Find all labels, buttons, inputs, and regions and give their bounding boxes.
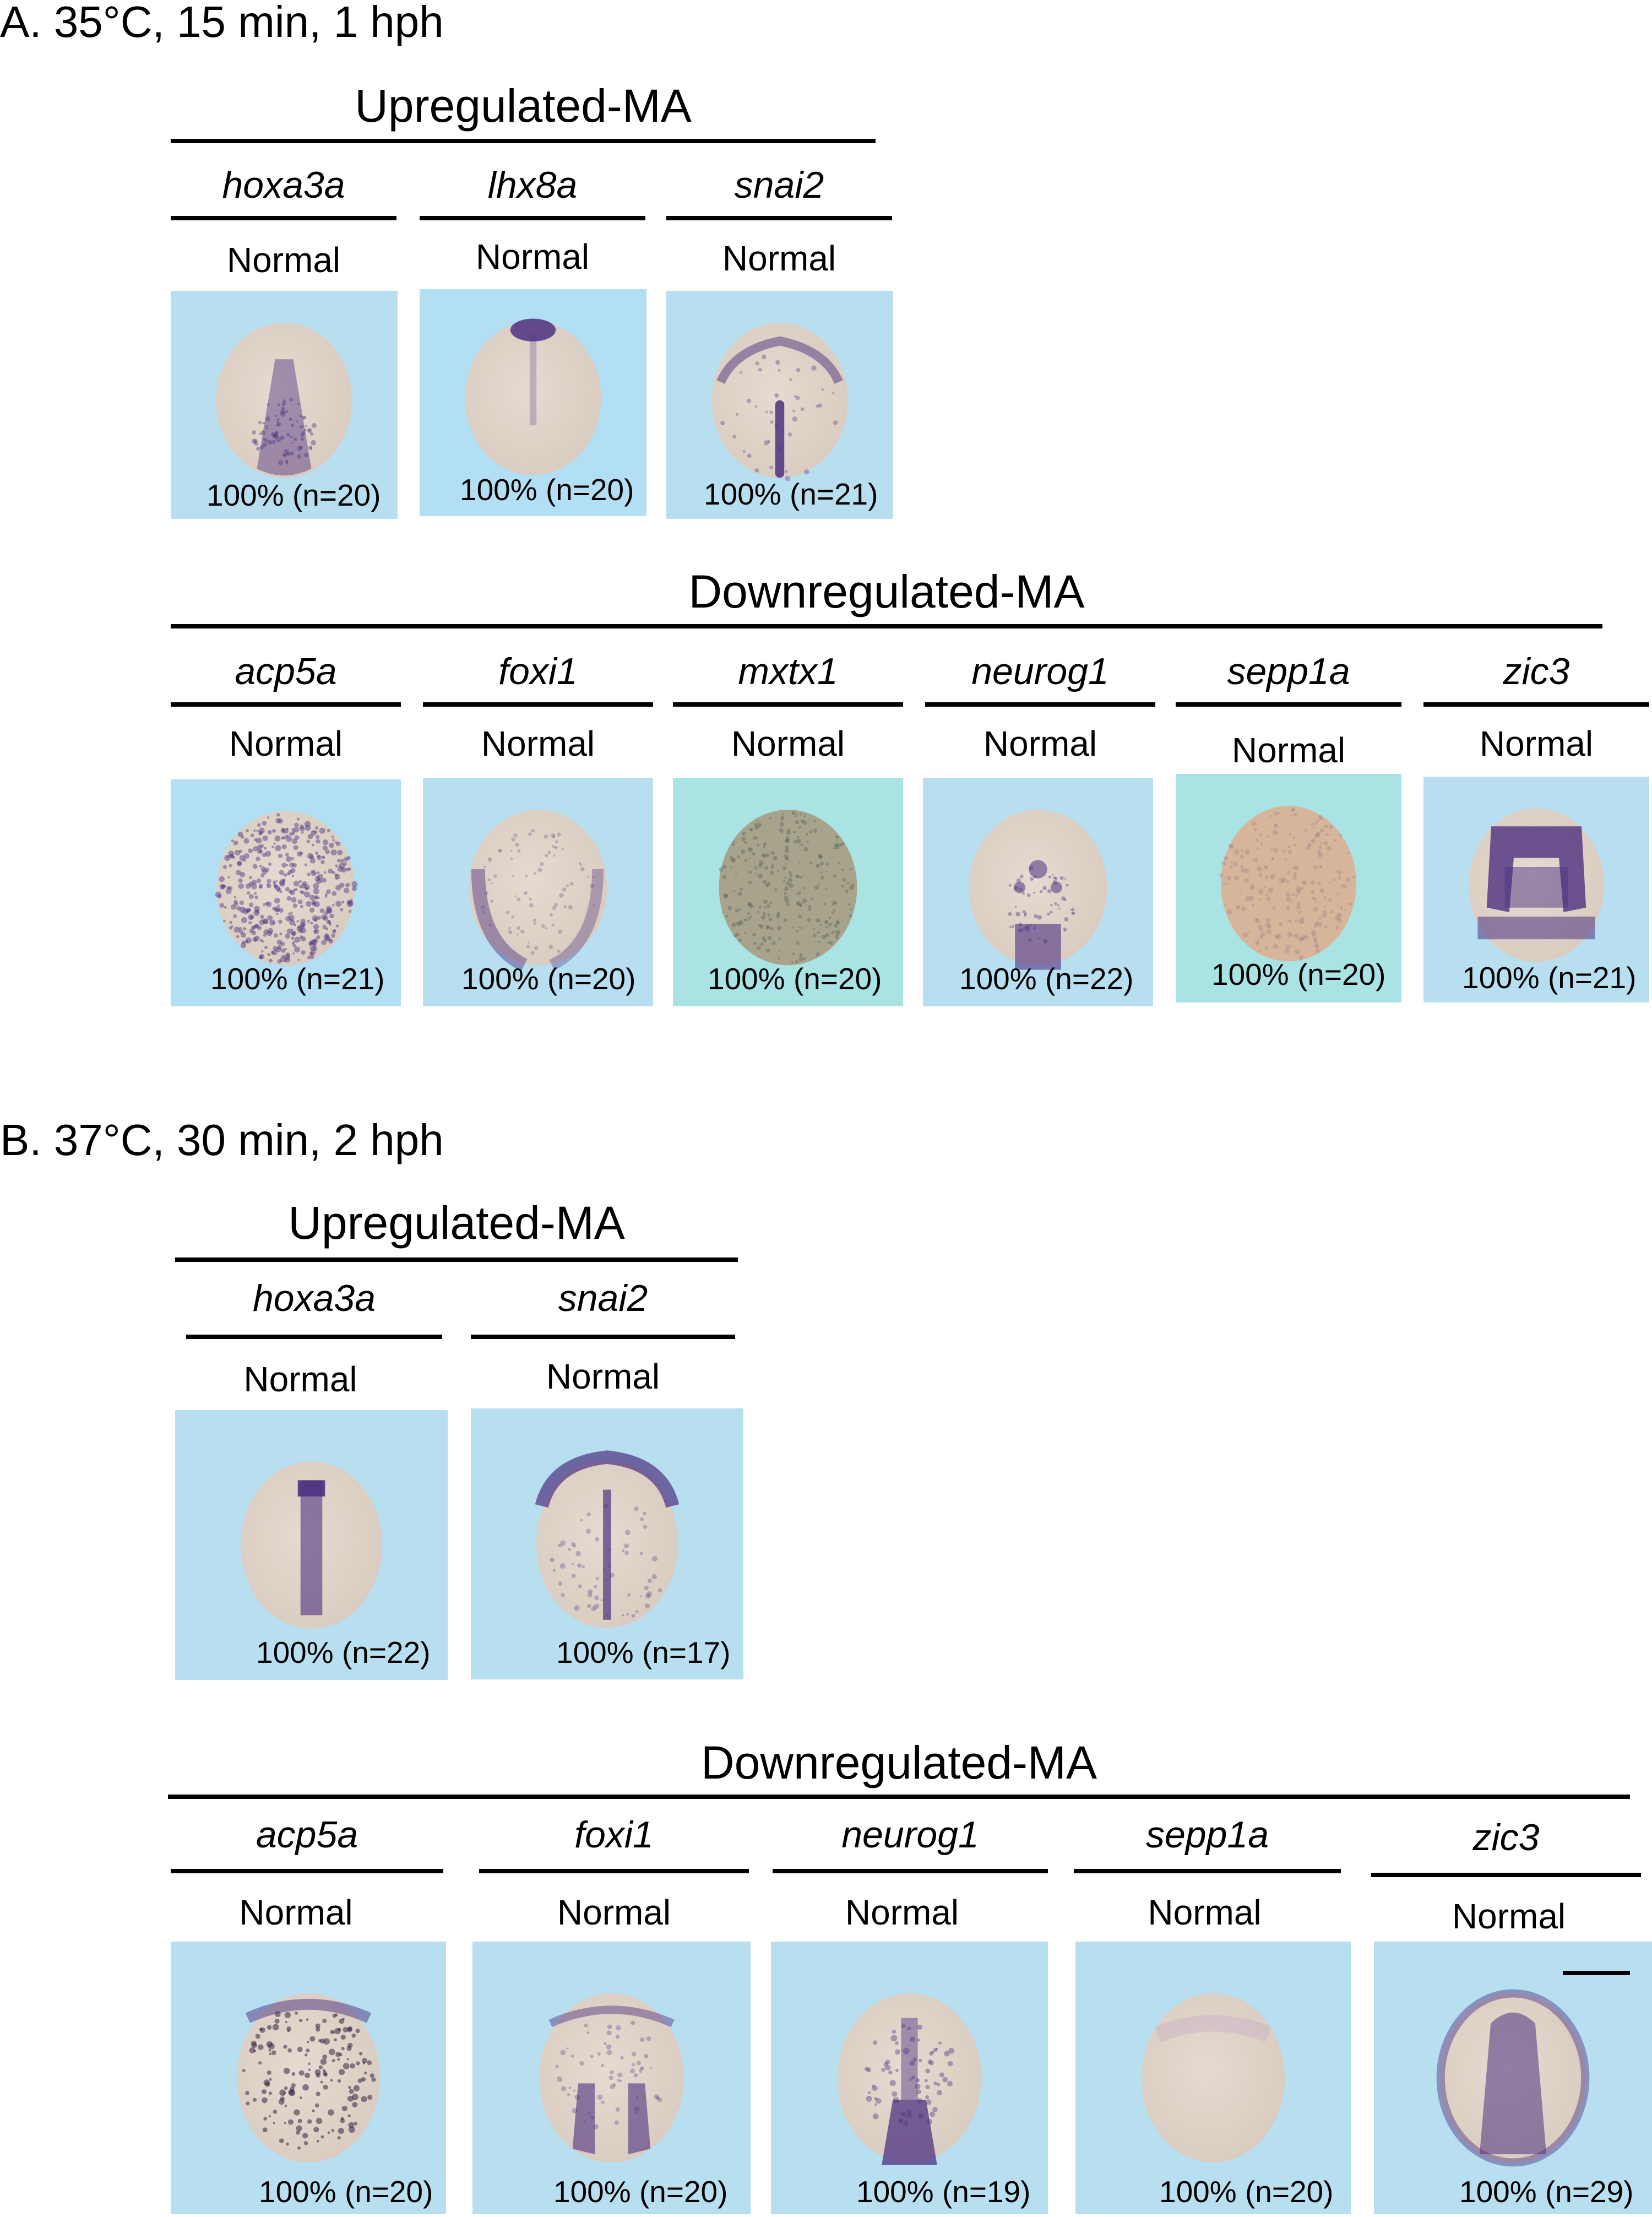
count-label: 100% (n=19) bbox=[856, 2175, 1031, 2209]
gene-label: zic3 bbox=[1472, 1817, 1540, 1858]
embryo-image bbox=[471, 1408, 743, 1679]
embryo-image bbox=[771, 1942, 1048, 2214]
section-b-downregulated-title: Downregulated-MA bbox=[700, 1737, 1097, 1788]
count-label: 100% (n=20) bbox=[1211, 957, 1386, 991]
embryo-image bbox=[171, 291, 398, 519]
gene-label: mxtx1 bbox=[738, 651, 838, 692]
gene-label: snai2 bbox=[558, 1277, 648, 1319]
gene-rule bbox=[666, 216, 892, 220]
count-label: 100% (n=21) bbox=[1462, 961, 1637, 995]
gene-rule bbox=[673, 702, 903, 707]
gene-rule bbox=[471, 1335, 735, 1339]
section-a-title: A. 35°C, 15 min, 1 hph bbox=[0, 0, 444, 46]
embryo-image bbox=[423, 778, 653, 1006]
phenotype-label: Normal bbox=[1231, 730, 1346, 770]
count-label: 100% (n=22) bbox=[959, 962, 1134, 996]
count-label: 100% (n=29) bbox=[1459, 2175, 1634, 2209]
embryo-image bbox=[175, 1410, 448, 1680]
gene-label: neurog1 bbox=[841, 1814, 979, 1856]
gene-rule bbox=[171, 1869, 443, 1873]
count-label: 100% (n=20) bbox=[708, 962, 882, 996]
gene-label: hoxa3a bbox=[252, 1277, 376, 1319]
phenotype-label: Normal bbox=[722, 238, 836, 278]
gene-label: snai2 bbox=[734, 164, 824, 206]
count-label: 100% (n=20) bbox=[461, 962, 636, 996]
embryo-image bbox=[666, 291, 893, 519]
section-a-upregulated-title: Upregulated-MA bbox=[355, 80, 692, 132]
gene-label: foxi1 bbox=[498, 651, 578, 692]
section-a-downregulated-rule bbox=[171, 624, 1602, 628]
scale-bar bbox=[1563, 1971, 1630, 1975]
embryo-image bbox=[1075, 1942, 1351, 2214]
gene-label: foxi1 bbox=[574, 1814, 654, 1856]
gene-label: zic3 bbox=[1503, 651, 1570, 692]
count-label: 100% (n=22) bbox=[256, 1635, 431, 1669]
phenotype-label: Normal bbox=[243, 1359, 357, 1399]
gene-label: lhx8a bbox=[487, 164, 578, 206]
embryo-image bbox=[171, 779, 401, 1006]
count-label: 100% (n=20) bbox=[1159, 2175, 1334, 2209]
gene-rule bbox=[1176, 702, 1401, 707]
gene-rule bbox=[171, 216, 396, 220]
count-label: 100% (n=20) bbox=[206, 478, 381, 512]
section-a-downregulated-title: Downregulated-MA bbox=[688, 566, 1085, 617]
embryo-image bbox=[472, 1942, 751, 2214]
section-b-upregulated-rule bbox=[175, 1257, 738, 1262]
gene-rule bbox=[925, 702, 1155, 707]
embryo-image bbox=[171, 1942, 446, 2214]
gene-label: sepp1a bbox=[1145, 1814, 1269, 1856]
gene-label: hoxa3a bbox=[222, 164, 345, 206]
count-label: 100% (n=20) bbox=[460, 473, 634, 507]
gene-rule bbox=[1423, 702, 1649, 707]
phenotype-label: Normal bbox=[481, 724, 595, 763]
gene-rule bbox=[479, 1869, 749, 1873]
gene-rule bbox=[423, 702, 653, 707]
phenotype-label: Normal bbox=[1148, 1893, 1262, 1932]
count-label: 100% (n=21) bbox=[704, 477, 878, 511]
gene-rule bbox=[773, 1869, 1048, 1873]
section-a-upregulated-rule bbox=[171, 139, 876, 143]
embryo-image bbox=[420, 289, 646, 516]
phenotype-label: Normal bbox=[557, 1893, 671, 1932]
phenotype-label: Normal bbox=[475, 237, 590, 277]
count-label: 100% (n=20) bbox=[259, 2175, 433, 2209]
phenotype-label: Normal bbox=[983, 724, 1097, 763]
phenotype-label: Normal bbox=[239, 1893, 353, 1932]
gene-label: neurog1 bbox=[971, 651, 1109, 692]
embryo-image bbox=[673, 778, 903, 1006]
gene-label: sepp1a bbox=[1227, 651, 1350, 692]
phenotype-label: Normal bbox=[731, 724, 845, 763]
gene-rule bbox=[186, 1335, 442, 1339]
embryo-image bbox=[1176, 774, 1401, 1002]
phenotype-label: Normal bbox=[229, 724, 343, 763]
gene-rule bbox=[1074, 1869, 1341, 1873]
count-label: 100% (n=20) bbox=[553, 2175, 728, 2209]
phenotype-label: Normal bbox=[1479, 724, 1594, 763]
embryo-image bbox=[1423, 777, 1649, 1002]
phenotype-label: Normal bbox=[845, 1893, 959, 1932]
phenotype-label: Normal bbox=[1452, 1896, 1566, 1936]
gene-rule bbox=[420, 216, 645, 220]
gene-rule bbox=[171, 702, 401, 707]
gene-label: acp5a bbox=[256, 1814, 358, 1856]
gene-label: acp5a bbox=[235, 651, 337, 692]
count-label: 100% (n=21) bbox=[210, 962, 385, 996]
count-label: 100% (n=17) bbox=[556, 1635, 731, 1669]
embryo-image bbox=[923, 778, 1153, 1006]
phenotype-label: Normal bbox=[546, 1357, 660, 1396]
section-b-title: B. 37°C, 30 min, 2 hph bbox=[0, 1115, 444, 1164]
embryo-image bbox=[1374, 1942, 1652, 2214]
gene-rule bbox=[1371, 1873, 1641, 1877]
phenotype-label: Normal bbox=[226, 240, 341, 280]
section-b-upregulated-title: Upregulated-MA bbox=[288, 1197, 625, 1249]
section-b-downregulated-rule bbox=[168, 1795, 1630, 1799]
